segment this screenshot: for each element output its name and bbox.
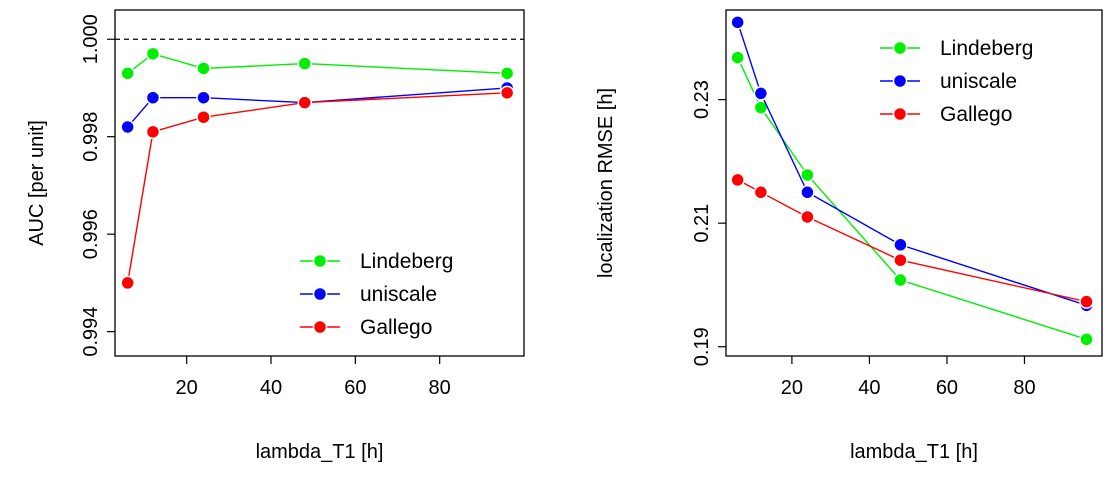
- legend-label: Gallego: [360, 316, 432, 339]
- legend-marker: [312, 319, 328, 335]
- data-point-gallego: [499, 85, 515, 101]
- x-tick-label: 40: [858, 377, 880, 399]
- y-tick-label: 0.998: [80, 112, 102, 162]
- data-point-lindeberg: [893, 272, 908, 288]
- x-tick-label: 60: [344, 377, 366, 399]
- y-tick-label: 0.21: [691, 204, 713, 243]
- legend-marker: [892, 40, 908, 56]
- x-tick-label: 20: [176, 377, 198, 399]
- y-tick-label: 0.23: [691, 80, 713, 119]
- legend-marker: [892, 73, 908, 89]
- x-axis-title: lambda_T1 [h]: [256, 441, 384, 463]
- y-axis-title: localization RMSE [h]: [595, 88, 617, 278]
- rmse-panel: 20 40 60 80 0.19 0.21 0.23 lambda_T1 [h] localiz…: [595, 9, 1103, 463]
- x-axis-title: lambda_T1 [h]: [850, 441, 978, 463]
- data-point-uniscale: [753, 86, 769, 101]
- data-point-uniscale: [120, 119, 135, 135]
- data-point-gallego: [753, 185, 769, 200]
- data-point-gallego: [120, 275, 135, 291]
- x-tick-label: 80: [429, 377, 451, 399]
- x-tick-label: 60: [936, 377, 958, 399]
- y-axis-title: AUC [per unit]: [26, 120, 48, 246]
- auc-panel: 20 40 60 80 0.994 0.996 0.998 1.000 lambda_T1 [h…: [26, 9, 525, 463]
- x-tick-label: 20: [781, 377, 803, 399]
- data-point-uniscale: [196, 90, 211, 105]
- data-point-gallego: [893, 252, 908, 268]
- y-tick-label: 0.994: [80, 307, 102, 357]
- data-point-gallego: [730, 172, 745, 188]
- data-point-lindeberg: [499, 66, 515, 81]
- legend-marker: [312, 253, 328, 269]
- y-tick-label: 0.19: [691, 327, 713, 366]
- series-line-lindeberg: [736, 57, 1087, 340]
- x-tick-label: 40: [260, 377, 282, 399]
- data-point-uniscale: [800, 185, 815, 200]
- y-tick-label: 1.000: [80, 14, 102, 64]
- y-tick-label: 0.996: [80, 209, 102, 259]
- legend-label: uniscale: [940, 70, 1017, 93]
- legend-label: uniscale: [360, 283, 437, 306]
- data-point-lindeberg: [145, 46, 161, 62]
- plot-frame: [725, 9, 1103, 357]
- data-point-gallego: [297, 95, 312, 110]
- data-point-gallego: [196, 109, 211, 125]
- data-point-lindeberg: [120, 66, 135, 81]
- data-point-lindeberg: [297, 56, 312, 71]
- legend-label: Lindeberg: [940, 37, 1033, 60]
- data-point-gallego: [800, 209, 815, 225]
- series-line-uniscale: [127, 87, 508, 128]
- legend-marker: [892, 106, 908, 122]
- data-point-uniscale: [893, 237, 908, 253]
- data-point-gallego: [1079, 294, 1094, 309]
- data-point-gallego: [145, 124, 161, 140]
- legend-marker: [312, 286, 328, 302]
- data-point-uniscale: [730, 15, 745, 30]
- x-tick-label: 80: [1013, 377, 1035, 399]
- data-point-lindeberg: [196, 61, 211, 76]
- data-point-uniscale: [145, 90, 161, 105]
- legend-label: Gallego: [940, 103, 1012, 126]
- series-line-lindeberg: [127, 53, 508, 75]
- data-point-lindeberg: [730, 50, 745, 65]
- data-point-lindeberg: [800, 167, 815, 183]
- legend-label: Lindeberg: [360, 250, 453, 273]
- data-point-lindeberg: [1079, 332, 1094, 347]
- plot-frame: [114, 9, 525, 357]
